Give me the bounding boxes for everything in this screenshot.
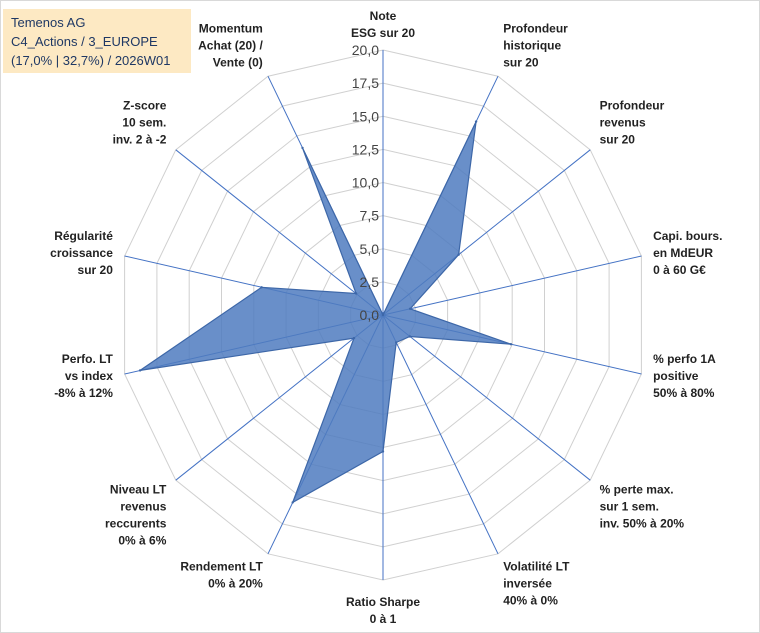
data-point-8 [291, 501, 294, 504]
axis-label-13-line-0: Momentum [199, 21, 263, 35]
axis-label-9-line-2: reccurents [105, 517, 167, 531]
tick-label-4: 10,0 [352, 175, 379, 191]
axis-label-11: Régularité croissance sur 20 [50, 229, 113, 277]
data-point-11 [260, 286, 263, 289]
axis-label-13: Momentum Achat (20) / Vente (0) [198, 21, 263, 69]
axis-label-0: Note ESG sur 20 [351, 9, 415, 40]
axis-label-10-line-2: -8% à 12% [54, 386, 113, 400]
data-point-0 [381, 313, 385, 317]
data-point-12 [354, 292, 358, 295]
tick-label-5: 12,5 [352, 141, 379, 157]
axis-label-8: Rendement LT 0% à 20% [180, 560, 263, 591]
tick-label-0: 0,0 [360, 307, 380, 323]
axis-label-2-line-1: revenus [600, 115, 646, 129]
axis-label-6: Volatilité LT inversée 40% à 0% [503, 560, 570, 608]
axis-label-6-line-0: Volatilité LT [503, 560, 570, 574]
axis-label-8-line-1: 0% à 20% [208, 577, 263, 591]
axis-label-12-line-2: inv. 2 à -2 [113, 132, 167, 146]
tick-label-2: 5,0 [360, 241, 380, 257]
axis-label-9: Niveau LT revenus reccurents 0% à 6% [105, 483, 167, 548]
axis-label-11-line-2: sur 20 [78, 263, 114, 277]
axis-label-1-line-0: Profondeur [503, 21, 568, 35]
axis-label-13-line-2: Vente (0) [213, 55, 263, 69]
axis-label-4: % perfo 1A positive 50% à 80% [653, 352, 716, 400]
axis-spoke-9 [175, 314, 384, 481]
axis-label-11-line-0: Régularité [54, 229, 113, 243]
data-point-4 [509, 343, 513, 346]
data-point-5 [408, 335, 412, 338]
axis-label-6-line-2: 40% à 0% [503, 594, 558, 608]
axis-label-7-line-0: Ratio Sharpe [346, 595, 420, 609]
axis-label-3-line-2: 0 à 60 G€ [653, 263, 706, 277]
axis-label-1-line-2: sur 20 [503, 55, 539, 69]
axis-label-4-line-1: positive [653, 369, 699, 383]
axis-label-12: Z-score 10 sem. inv. 2 à -2 [113, 98, 167, 146]
axis-spoke-5 [382, 314, 591, 481]
title-line-1: Temenos AG [11, 15, 86, 30]
axis-spoke-6 [382, 314, 499, 555]
data-point-2 [457, 253, 460, 256]
axis-label-1: Profondeur historique sur 20 [503, 21, 568, 69]
axis-label-1-line-1: historique [503, 38, 561, 52]
axis-label-4-line-0: % perfo 1A [653, 352, 716, 366]
axis-label-11-line-1: croissance [50, 246, 113, 260]
axis-label-2-line-0: Profondeur [600, 98, 665, 112]
axis-label-2: Profondeur revenus sur 20 [600, 98, 665, 146]
tick-label-7: 17,5 [352, 75, 379, 91]
chart-title-box: Temenos AG C4_Actions / 3_EUROPE (17,0% … [3, 9, 191, 73]
axis-label-5-line-2: inv. 50% à 20% [600, 517, 685, 531]
axis-label-9-line-0: Niveau LT [110, 483, 167, 497]
axis-label-9-line-1: revenus [120, 500, 166, 514]
axis-label-2-line-2: sur 20 [600, 132, 636, 146]
axis-label-0-line-0: Note [370, 9, 397, 23]
data-point-6 [395, 341, 398, 344]
axis-label-12-line-1: 10 sem. [122, 115, 166, 129]
axis-label-13-line-1: Achat (20) / [198, 38, 263, 52]
data-point-10 [138, 369, 142, 372]
axis-label-3-line-0: Capi. bours. [653, 229, 722, 243]
axis-label-5-line-1: sur 1 sem. [600, 500, 659, 514]
axis-label-5-line-0: % perte max. [600, 483, 674, 497]
data-point-1 [474, 120, 478, 123]
series-area [139, 121, 512, 504]
axis-label-10: Perfo. LT vs index -8% à 12% [54, 352, 113, 400]
tick-label-3: 7,5 [360, 208, 380, 224]
axis-label-0-line-1: ESG sur 20 [351, 26, 415, 40]
title-line-2: C4_Actions / 3_EUROPE [11, 34, 158, 49]
axis-label-7: Ratio Sharpe 0 à 1 [346, 595, 420, 626]
axis-label-12-line-0: Z-score [123, 98, 167, 112]
axis-label-10-line-1: vs index [65, 369, 113, 383]
tick-label-6: 15,0 [352, 108, 379, 124]
axis-label-5: % perte max. sur 1 sem. inv. 50% à 20% [600, 483, 685, 531]
data-point-9 [352, 336, 356, 340]
title-line-3: (17,0% | 32,7%) / 2026W01 [11, 53, 171, 68]
axis-spoke-3 [382, 255, 642, 316]
tick-label-1: 2,5 [360, 274, 380, 290]
data-point-7 [381, 450, 385, 453]
axis-label-8-line-0: Rendement LT [180, 560, 263, 574]
axis-label-10-line-0: Perfo. LT [62, 352, 114, 366]
axis-spoke-12 [175, 149, 384, 316]
axis-label-3-line-1: en MdEUR [653, 246, 713, 260]
axis-label-4-line-2: 50% à 80% [653, 386, 715, 400]
axis-label-9-line-3: 0% à 6% [118, 534, 166, 548]
axis-label-7-line-1: 0 à 1 [370, 612, 397, 626]
tick-label-8: 20,0 [352, 42, 379, 58]
data-point-3 [408, 307, 412, 310]
axis-label-3: Capi. bours. en MdEUR 0 à 60 G€ [653, 229, 722, 277]
axis-label-6-line-1: inversée [503, 577, 552, 591]
data-point-13 [301, 146, 304, 150]
